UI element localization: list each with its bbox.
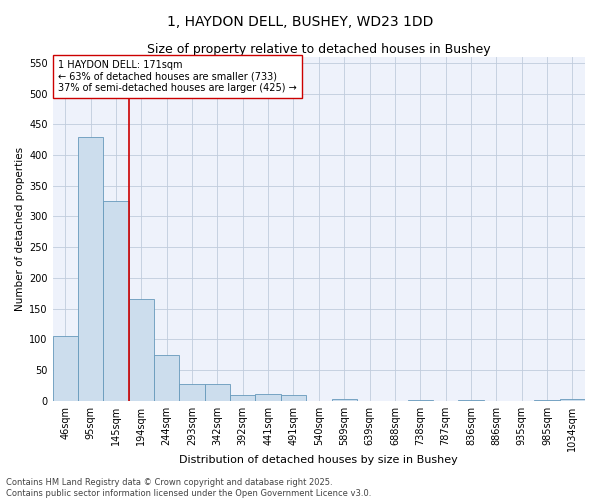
Bar (103, 201, 129, 400)
Bar (129, 300, 154, 400)
Y-axis label: Number of detached properties: Number of detached properties (15, 146, 25, 311)
Bar (179, 384, 205, 400)
Bar (230, 394, 256, 400)
Title: Size of property relative to detached houses in Bushey: Size of property relative to detached ho… (147, 42, 491, 56)
X-axis label: Distribution of detached houses by size in Bushey: Distribution of detached houses by size … (179, 455, 458, 465)
Text: Contains HM Land Registry data © Crown copyright and database right 2025.
Contai: Contains HM Land Registry data © Crown c… (6, 478, 371, 498)
Bar (78, 136, 103, 400)
Text: 1 HAYDON DELL: 171sqm
← 63% of detached houses are smaller (733)
37% of semi-det: 1 HAYDON DELL: 171sqm ← 63% of detached … (58, 60, 297, 94)
Bar (256, 394, 281, 400)
Bar (154, 354, 179, 401)
Text: 1, HAYDON DELL, BUSHEY, WD23 1DD: 1, HAYDON DELL, BUSHEY, WD23 1DD (167, 15, 433, 29)
Bar (53, 336, 78, 400)
Bar (281, 394, 306, 400)
Bar (205, 384, 230, 400)
